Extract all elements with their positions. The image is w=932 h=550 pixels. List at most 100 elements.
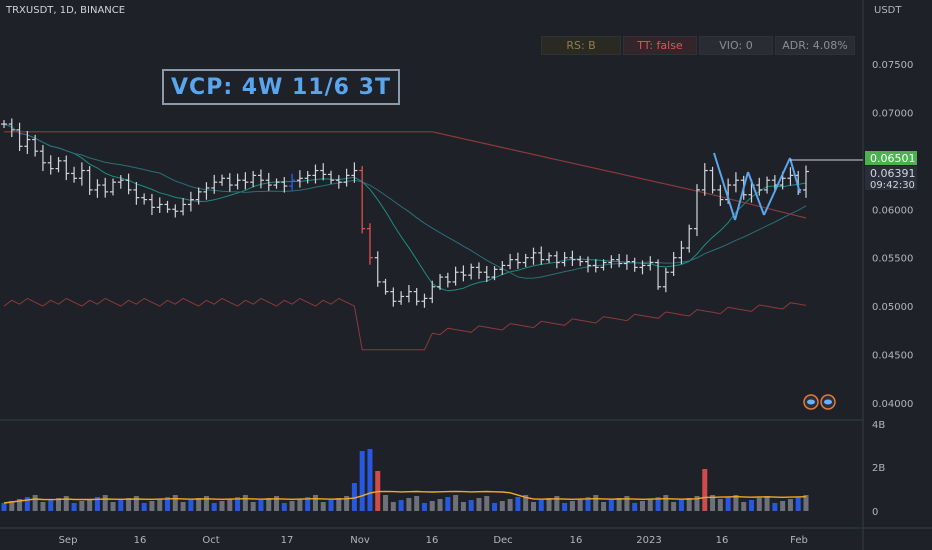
volume-bar	[258, 500, 264, 511]
volume-bar	[165, 497, 171, 511]
candle	[219, 174, 226, 186]
candle	[655, 259, 662, 290]
price-tick-label: 0.05500	[872, 254, 913, 265]
vcp-contraction-line	[734, 171, 749, 221]
candle	[242, 172, 249, 190]
volume-bar	[647, 499, 653, 511]
volume-bar	[281, 503, 287, 511]
volume-bar	[803, 495, 809, 511]
volume-bar	[741, 502, 747, 511]
volume-bar	[593, 495, 599, 511]
time-tick-label: Feb	[790, 535, 808, 546]
volume-bar	[538, 500, 544, 511]
moving-average-lines	[3, 123, 807, 351]
candle	[686, 224, 693, 253]
vcp-contraction-line	[763, 157, 791, 216]
candle	[717, 184, 724, 206]
volume-bar	[94, 497, 100, 511]
moving-average-line	[3, 123, 807, 279]
price-tick-label: 0.07500	[872, 60, 913, 71]
candle	[203, 182, 210, 200]
candle	[390, 287, 397, 307]
volume-tick-label: 0	[872, 507, 878, 518]
candle	[78, 162, 85, 186]
candle	[374, 251, 381, 287]
volume-bar	[188, 500, 194, 511]
candle	[553, 251, 560, 269]
candle	[296, 170, 303, 188]
candle	[110, 178, 117, 196]
volume-bar	[211, 503, 217, 511]
vcp-annotation[interactable]: VCP: 4W 11/6 3T	[162, 69, 400, 105]
candle	[351, 162, 358, 183]
volume-bar	[351, 483, 357, 511]
volume-bar	[56, 498, 62, 511]
candle	[32, 134, 39, 157]
volume-bar	[554, 496, 560, 511]
candle	[24, 130, 31, 155]
candle	[273, 178, 280, 189]
volume-bar	[17, 499, 23, 511]
candle	[468, 263, 475, 280]
price-tick-label: 0.05000	[872, 302, 913, 313]
volume-bar	[367, 449, 373, 511]
candle	[63, 155, 70, 181]
volume-tick-label: 4B	[872, 420, 885, 431]
candle	[546, 252, 553, 263]
candle	[16, 122, 23, 151]
volume-bar	[624, 496, 630, 511]
candle	[732, 172, 739, 193]
candle	[195, 187, 202, 205]
time-tick-label: 2023	[636, 535, 661, 546]
volume-bar	[453, 495, 459, 511]
candle	[530, 247, 537, 265]
volume-bar	[320, 502, 326, 511]
time-tick-label: 16	[426, 535, 439, 546]
volume-tick-label: 2B	[872, 463, 885, 474]
volume-bar	[9, 501, 15, 511]
candle	[616, 253, 623, 268]
candle	[47, 155, 54, 175]
volume-bar	[795, 497, 801, 511]
volume-bar	[484, 496, 490, 511]
volume-bar	[219, 501, 225, 511]
event-icon-inner	[807, 399, 815, 405]
time-tick-label: 16	[716, 535, 729, 546]
tt-badge: TT: false	[623, 36, 697, 55]
price-unit: USDT	[874, 5, 902, 16]
candle	[803, 165, 809, 198]
candle	[180, 198, 187, 216]
volume-bar	[468, 500, 474, 511]
candle	[452, 266, 459, 286]
candle	[250, 170, 257, 188]
volume-bar	[180, 502, 186, 511]
candle	[421, 293, 428, 308]
volume-bar	[686, 498, 692, 511]
candle	[475, 262, 482, 280]
volume-bar	[632, 503, 638, 511]
volume-bar	[414, 496, 420, 511]
volume-bar	[507, 499, 513, 511]
current-price-label-bg	[865, 166, 917, 190]
volume-bar	[250, 502, 256, 511]
candle	[94, 179, 101, 198]
volume-bar	[421, 503, 427, 511]
candle	[678, 240, 685, 265]
candle	[187, 191, 194, 212]
time-tick-label: 16	[570, 535, 583, 546]
candle	[281, 177, 288, 193]
adr-badge: ADR: 4.08%	[775, 36, 855, 55]
candle	[662, 267, 669, 293]
candle	[398, 291, 405, 305]
last-price-label-bg	[865, 151, 917, 165]
candle	[413, 288, 420, 306]
volume-bar	[725, 497, 731, 511]
volume-bar	[562, 503, 568, 511]
candle	[639, 260, 646, 275]
candle	[382, 278, 389, 295]
vcp-contraction-line	[789, 157, 801, 194]
volume-bar	[1, 503, 7, 511]
volume-bar	[764, 496, 770, 511]
volume-bar	[266, 498, 272, 511]
